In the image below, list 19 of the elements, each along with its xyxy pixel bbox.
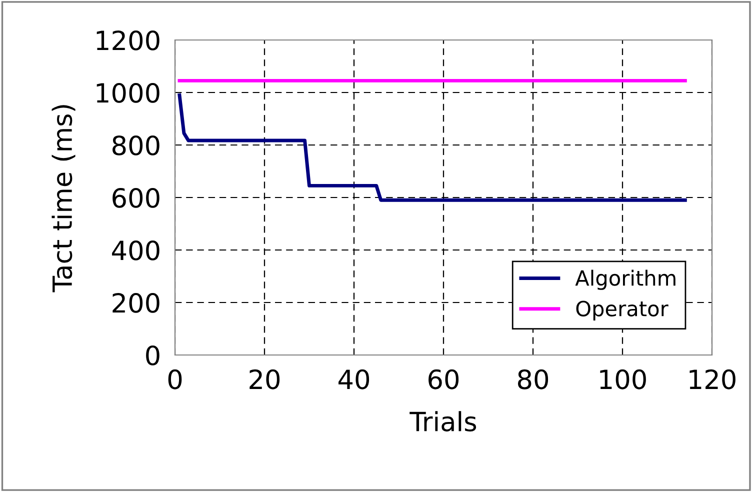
- x-tick-label: 20: [250, 369, 280, 390]
- y-tick-label: 200: [112, 292, 160, 313]
- y-tick-label: 400: [112, 240, 160, 260]
- legend-label: Algorithm: [575, 270, 676, 290]
- y-tick-label: 1200: [96, 30, 160, 50]
- x-tick-label: 40: [338, 369, 370, 390]
- y-axis-title: Tact time (ms): [52, 105, 76, 292]
- y-tick-label: 800: [112, 135, 160, 156]
- x-tick-label: 80: [518, 369, 548, 390]
- y-tick-label: 1000: [96, 82, 160, 103]
- legend-label: Operator: [576, 300, 668, 320]
- y-tick-label: 0: [146, 345, 160, 366]
- y-tick-label: 600: [112, 188, 160, 208]
- line-series: [178, 93, 687, 202]
- x-tick-label: 120: [690, 369, 736, 390]
- x-axis-title: Trials: [410, 411, 476, 432]
- x-tick-label: 0: [168, 369, 182, 390]
- x-tick-label: 100: [600, 369, 646, 390]
- x-tick-label: 60: [428, 369, 459, 390]
